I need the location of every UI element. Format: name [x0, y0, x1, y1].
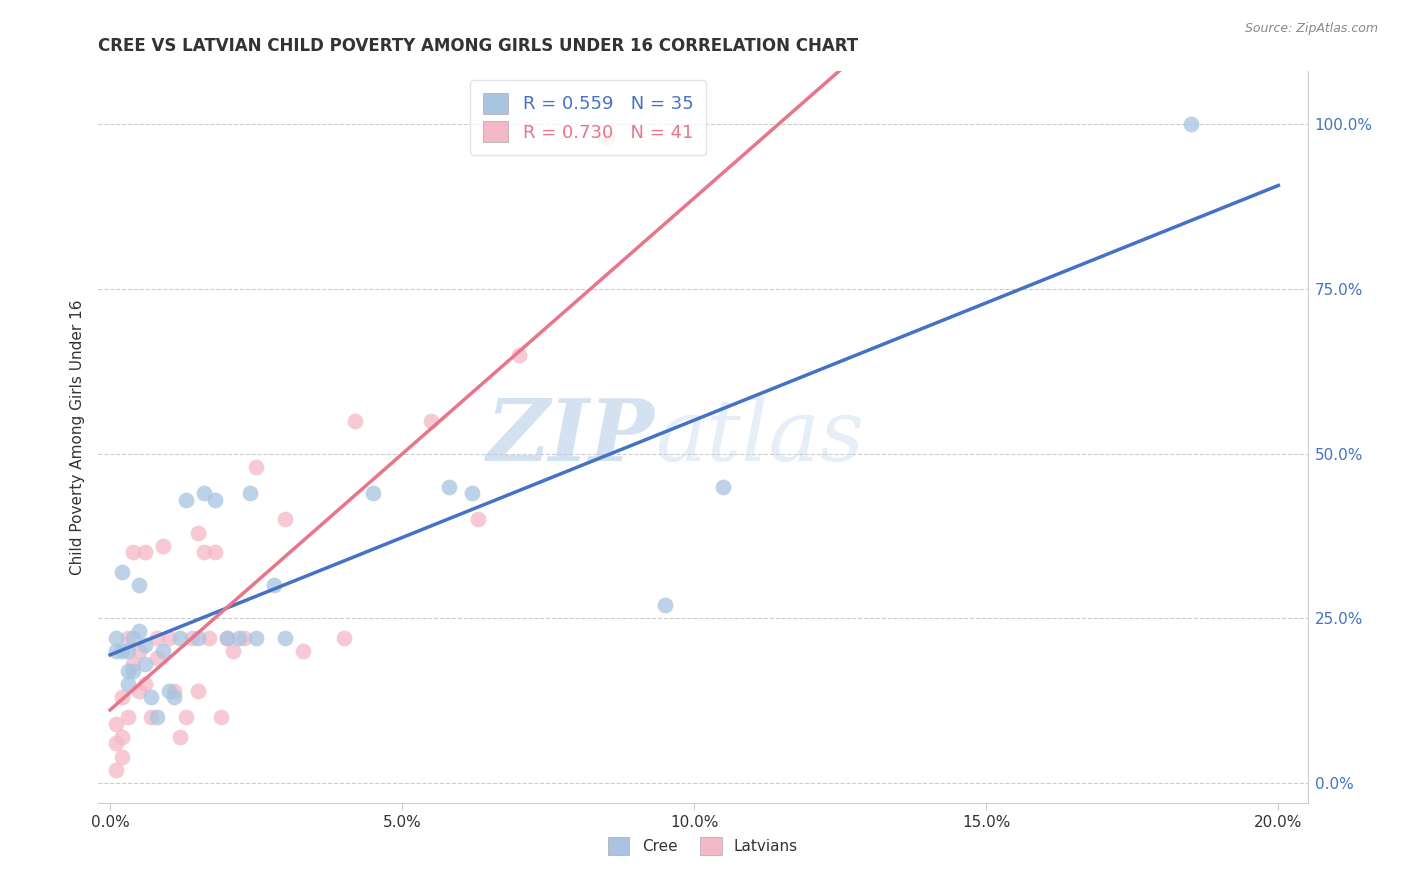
Point — [467, 512, 489, 526]
Point — [193, 486, 215, 500]
Point — [215, 631, 238, 645]
Point — [122, 657, 145, 672]
Text: CREE VS LATVIAN CHILD POVERTY AMONG GIRLS UNDER 16 CORRELATION CHART: CREE VS LATVIAN CHILD POVERTY AMONG GIRL… — [98, 37, 859, 54]
Point — [111, 730, 134, 744]
Point — [274, 631, 297, 645]
Point — [146, 650, 169, 665]
Point — [134, 545, 156, 559]
Point — [209, 710, 232, 724]
Point — [437, 479, 460, 493]
Point — [713, 479, 735, 493]
Point — [245, 631, 267, 645]
Point — [117, 710, 139, 724]
Point — [122, 545, 145, 559]
Point — [187, 525, 209, 540]
Point — [134, 677, 156, 691]
Point — [204, 545, 226, 559]
Point — [180, 631, 202, 645]
Point — [332, 631, 354, 645]
Point — [152, 539, 174, 553]
Point — [1180, 117, 1202, 131]
Text: ZIP: ZIP — [486, 395, 655, 479]
Point — [198, 631, 221, 645]
Point — [420, 414, 443, 428]
Point — [128, 683, 150, 698]
Point — [104, 763, 127, 777]
Point — [146, 710, 169, 724]
Point — [128, 644, 150, 658]
Text: Source: ZipAtlas.com: Source: ZipAtlas.com — [1244, 22, 1378, 36]
Text: atlas: atlas — [655, 396, 863, 478]
Point — [163, 690, 186, 705]
Point — [291, 644, 314, 658]
Point — [193, 545, 215, 559]
Point — [169, 730, 191, 744]
Point — [361, 486, 384, 500]
Point — [134, 657, 156, 672]
Point — [139, 710, 162, 724]
Point — [128, 578, 150, 592]
Point — [508, 348, 530, 362]
Point — [174, 710, 197, 724]
Point — [239, 486, 262, 500]
Point — [139, 690, 162, 705]
Point — [122, 664, 145, 678]
Point — [128, 624, 150, 639]
Point — [222, 644, 245, 658]
Y-axis label: Child Poverty Among Girls Under 16: Child Poverty Among Girls Under 16 — [69, 300, 84, 574]
Point — [104, 716, 127, 731]
Point — [157, 683, 180, 698]
Point — [104, 631, 127, 645]
Point — [187, 683, 209, 698]
Point — [104, 644, 127, 658]
Point — [169, 631, 191, 645]
Point — [245, 459, 267, 474]
Point — [134, 638, 156, 652]
Point — [204, 492, 226, 507]
Point — [461, 486, 484, 500]
Point — [654, 598, 676, 612]
Point — [117, 677, 139, 691]
Point — [122, 631, 145, 645]
Legend: Cree, Latvians: Cree, Latvians — [602, 831, 804, 861]
Point — [187, 631, 209, 645]
Point — [117, 644, 139, 658]
Point — [117, 631, 139, 645]
Point — [111, 644, 134, 658]
Point — [174, 492, 197, 507]
Point — [228, 631, 250, 645]
Point — [263, 578, 285, 592]
Point — [152, 644, 174, 658]
Point — [163, 683, 186, 698]
Point — [233, 631, 256, 645]
Point — [344, 414, 367, 428]
Point — [117, 664, 139, 678]
Point — [146, 631, 169, 645]
Point — [104, 737, 127, 751]
Point — [157, 631, 180, 645]
Point — [111, 749, 134, 764]
Point — [215, 631, 238, 645]
Point — [595, 130, 617, 145]
Point — [111, 565, 134, 579]
Point — [274, 512, 297, 526]
Point — [111, 690, 134, 705]
